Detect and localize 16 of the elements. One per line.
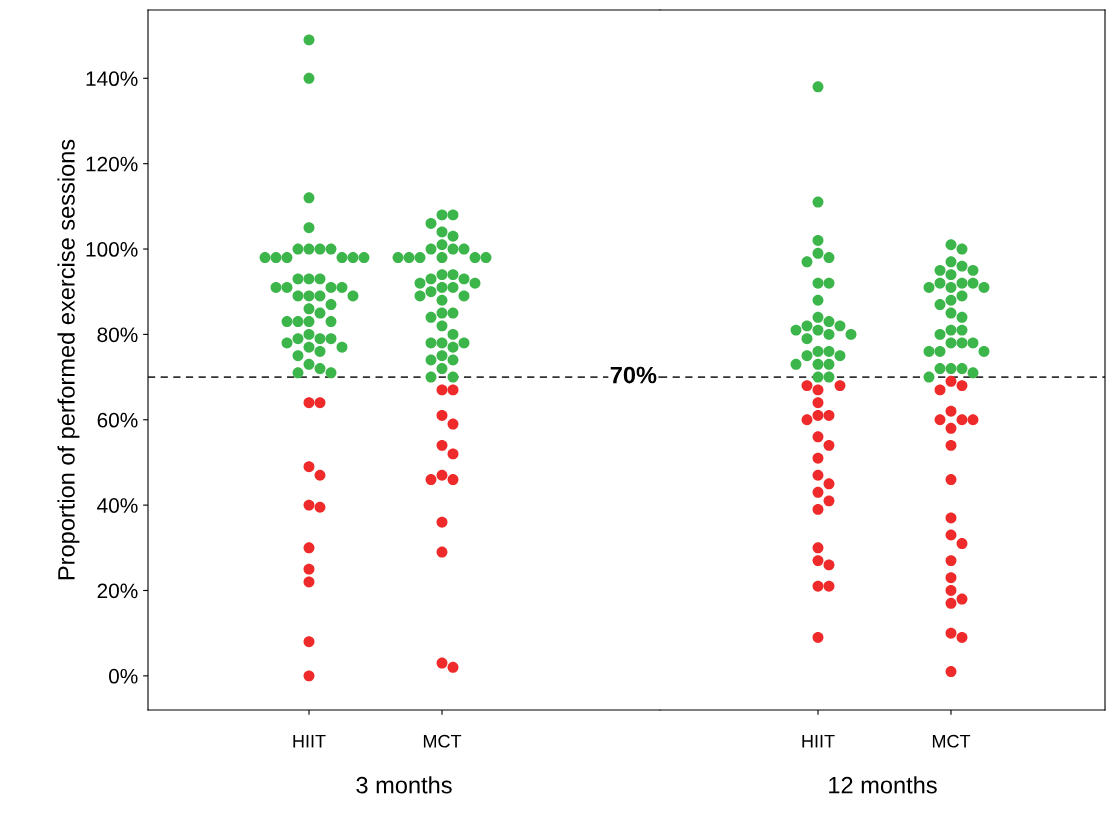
y-tick-label: 20% [97,583,138,599]
y-tick-label: 100% [86,242,138,257]
x-axis-title: 3 months [356,776,452,794]
x-tick-label: HIIT [802,734,835,748]
x-axis-title: 12 months [829,776,937,794]
y-axis-title: Proportion of performed exercise sessions [57,139,80,580]
x-tick-label: MCT [932,734,971,748]
y-tick-label: 60% [97,412,138,428]
y-tick-label: 140% [86,71,138,87]
y-tick-label: 80% [97,327,138,343]
y-tick-label: 0% [108,668,138,684]
x-tick-label: MCT [423,734,462,748]
x-tick-label: HIIT [293,734,326,748]
y-tick-label: 120% [86,156,138,172]
ref-line-label: 70% [610,366,657,384]
y-tick-label: 40% [97,498,138,513]
